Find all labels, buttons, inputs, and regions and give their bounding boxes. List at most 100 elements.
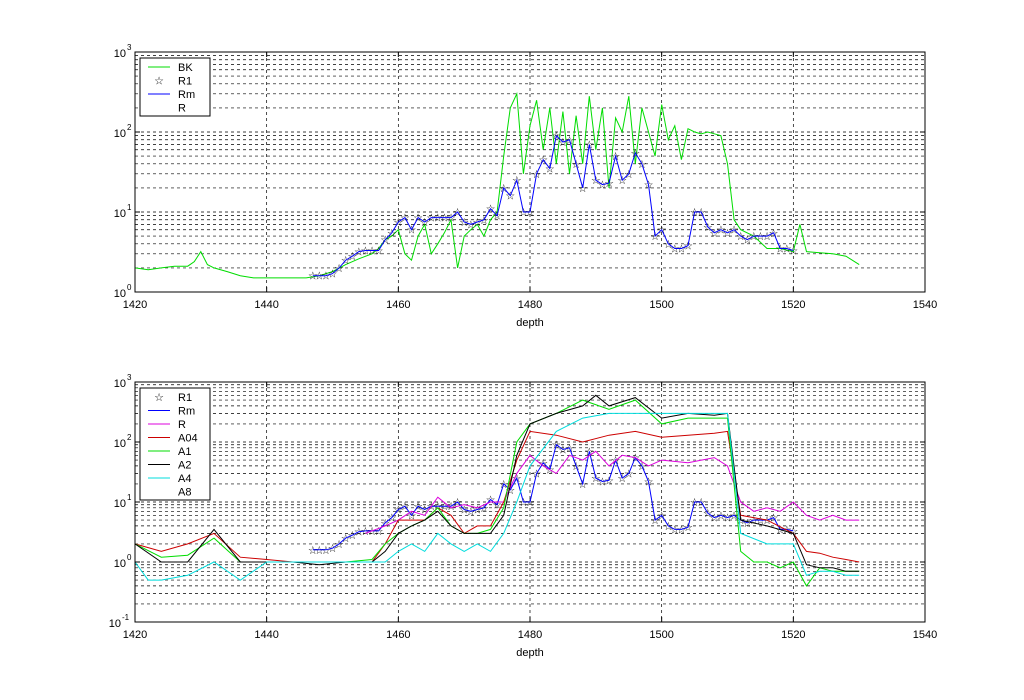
x-tick-label: 1480	[518, 629, 542, 641]
y-tick-exponent: 3	[127, 43, 132, 52]
r1-star-marker: ☆	[505, 485, 515, 497]
legend-label-rm: Rm	[178, 89, 195, 101]
r1-star-marker: ☆	[670, 524, 680, 536]
r1-star-marker: ☆	[650, 515, 660, 527]
r1-star-marker: ☆	[466, 219, 476, 231]
y-tick-label: 10	[114, 208, 126, 220]
legend-box	[139, 57, 211, 117]
r1-star-marker: ☆	[472, 217, 482, 229]
r1-star-marker: ☆	[393, 504, 403, 516]
r1-star-marker: ☆	[729, 225, 739, 237]
r1-star-marker: ☆	[321, 545, 331, 557]
y-tick-exponent: 2	[127, 123, 132, 132]
r1-star-marker: ☆	[380, 518, 390, 530]
r1-star-marker: ☆	[446, 213, 456, 225]
series-group: ☆☆☆☆☆☆☆☆☆☆☆☆☆☆☆☆☆☆☆☆☆☆☆☆☆☆☆☆☆☆☆☆☆☆☆☆☆☆☆☆…	[134, 394, 860, 587]
y-tick-exponent: 3	[127, 373, 132, 382]
r1-star-marker: ☆	[354, 247, 364, 259]
r1-star-marker: ☆	[486, 204, 496, 216]
r1-star-marker: ☆	[360, 526, 370, 538]
x-tick-label: 1460	[386, 299, 410, 311]
r1-star-marker: ☆	[683, 241, 693, 253]
r1-star-marker: ☆	[775, 524, 785, 536]
r1-star-marker: ☆	[433, 213, 443, 225]
r1-star-marker: ☆	[716, 225, 726, 237]
r1-star-marker: ☆	[459, 504, 469, 516]
r1-star-marker: ☆	[459, 217, 469, 229]
r1-star-marker: ☆	[755, 515, 765, 527]
series-line-a2	[134, 394, 860, 572]
legend-label-bk: BK	[178, 62, 193, 74]
r1-star-marker: ☆	[525, 207, 535, 219]
r1-star-marker: ☆	[334, 539, 344, 551]
x-tick-label: 1420	[123, 299, 147, 311]
r1-star-marker: ☆	[486, 495, 496, 507]
r1-star-marker: ☆	[657, 510, 667, 522]
r1-star-marker: ☆	[670, 243, 680, 255]
series-line-a4	[134, 412, 860, 581]
r1-star-marker: ☆	[439, 213, 449, 225]
r1-star-marker: ☆	[314, 271, 324, 283]
r1-star-marker: ☆	[367, 526, 377, 538]
r1-star-marker: ☆	[367, 246, 377, 258]
r1-star-marker: ☆	[617, 175, 627, 187]
x-tick-label: 1520	[781, 629, 805, 641]
series-line-rm	[312, 134, 794, 277]
bottom-xlabel: depth	[516, 647, 544, 659]
r1-star-marker: ☆	[538, 458, 548, 470]
r1-star-marker: ☆	[676, 524, 686, 536]
r1-star-marker: ☆	[466, 506, 476, 518]
r1-star-marker: ☆	[413, 501, 423, 513]
series-group: ☆☆☆☆☆☆☆☆☆☆☆☆☆☆☆☆☆☆☆☆☆☆☆☆☆☆☆☆☆☆☆☆☆☆☆☆☆☆☆☆…	[134, 91, 860, 283]
series-line-rm	[312, 443, 794, 551]
top-axes: ☆☆☆☆☆☆☆☆☆☆☆☆☆☆☆☆☆☆☆☆☆☆☆☆☆☆☆☆☆☆☆☆☆☆☆☆☆☆☆☆…	[114, 43, 937, 311]
y-tick-label: 10	[114, 128, 126, 140]
r1-star-marker: ☆	[597, 180, 607, 192]
r1-star-marker: ☆	[736, 231, 746, 243]
r1-star-marker: ☆	[426, 213, 436, 225]
r1-star-marker: ☆	[479, 503, 489, 515]
r1-star-marker: ☆	[709, 513, 719, 525]
r1-star-marker: ☆	[374, 526, 384, 538]
r1-star-marker: ☆	[328, 543, 338, 555]
r1-star-marker: ☆	[624, 169, 634, 181]
r1-star-marker: ☆	[663, 521, 673, 533]
legend-label-a4: A4	[178, 473, 191, 485]
r1-star-marker: ☆	[505, 191, 515, 203]
r1-star-marker: ☆	[703, 508, 713, 520]
y-tick-exponent: 2	[127, 433, 132, 442]
x-tick-label: 1440	[254, 299, 278, 311]
legend-label-a04: A04	[178, 433, 198, 445]
r1-star-marker: ☆	[545, 163, 555, 175]
top-xlabel: depth	[516, 317, 544, 329]
legend-label-a2: A2	[178, 460, 191, 472]
r1-star-marker: ☆	[347, 530, 357, 542]
legend-label-a8: A8	[178, 487, 191, 499]
y-tick-label: 10	[114, 288, 126, 300]
r1-star-marker: ☆	[308, 271, 318, 283]
r1-star-marker: ☆	[393, 217, 403, 229]
r1-star-marker: ☆	[453, 497, 463, 509]
legend-marker-r1: ☆	[154, 76, 164, 88]
r1-star-marker: ☆	[380, 235, 390, 247]
x-tick-label: 1500	[649, 629, 673, 641]
r1-star-marker: ☆	[788, 526, 798, 538]
y-tick-label: 10	[114, 438, 126, 450]
r1-star-marker: ☆	[597, 476, 607, 488]
r1-star-marker: ☆	[420, 504, 430, 516]
x-tick-label: 1420	[123, 629, 147, 641]
y-tick-exponent: -1	[122, 613, 130, 622]
r1-star-marker: ☆	[723, 228, 733, 240]
r1-star-marker: ☆	[742, 235, 752, 247]
x-tick-label: 1520	[781, 299, 805, 311]
r1-star-marker: ☆	[321, 271, 331, 283]
r1-star-marker: ☆	[479, 215, 489, 227]
r1-star-marker: ☆	[407, 225, 417, 237]
r1-star-marker: ☆	[308, 545, 318, 557]
legend-marker-r1: ☆	[154, 392, 164, 404]
r1-star-marker: ☆	[617, 473, 627, 485]
r1-star-marker: ☆	[683, 522, 693, 534]
r1-star-marker: ☆	[775, 243, 785, 255]
r1-star-marker: ☆	[736, 515, 746, 527]
